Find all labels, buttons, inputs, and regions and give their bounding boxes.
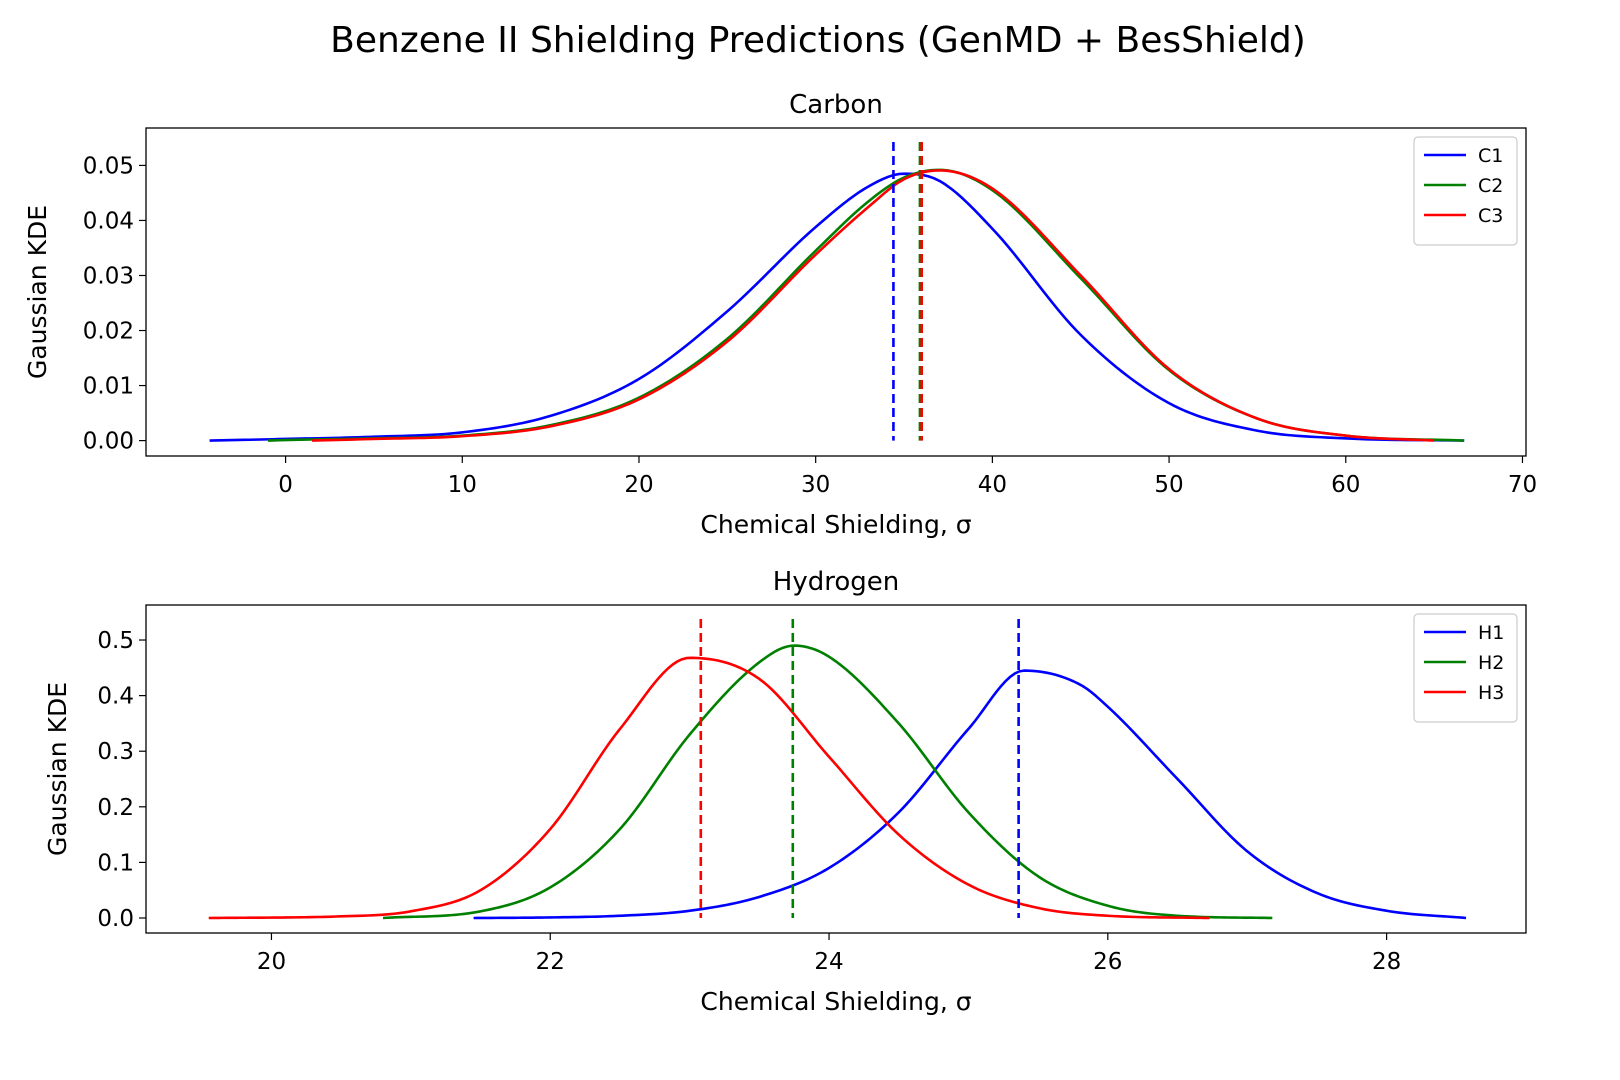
carbon-xtick-label: 20 [624, 472, 653, 498]
carbon-plot-area [209, 142, 1465, 442]
carbon-ytick-label: 0.02 [83, 319, 134, 345]
hydrogen-legend-label-h3: H3 [1478, 682, 1504, 704]
hydrogen-y-axis-label: Gaussian KDE [43, 682, 72, 856]
carbon-series-c1-line [209, 172, 1465, 442]
carbon-title: Carbon [789, 90, 883, 120]
hydrogen-xtick-label: 20 [257, 949, 286, 975]
carbon-legend-label-c2: C2 [1478, 175, 1503, 197]
hydrogen-xtick-label: 28 [1372, 949, 1401, 975]
carbon-ytick-label: 0.00 [83, 429, 134, 455]
hydrogen-subplot: Hydrogen 20 22 24 26 28 0.0 0.1 0.2 0.3 0.4 0.5 Chem… [43, 567, 1527, 1016]
hydrogen-xtick-label: 24 [814, 949, 843, 975]
hydrogen-plot-area [208, 619, 1467, 920]
carbon-legend-box [1413, 136, 1518, 246]
hydrogen-ytick-label: 0.1 [97, 850, 134, 876]
carbon-xtick-label: 10 [448, 472, 477, 498]
hydrogen-x-axis-label: Chemical Shielding, σ [700, 987, 971, 1016]
carbon-series-c3-line [312, 169, 1435, 442]
carbon-xtick-label: 40 [978, 472, 1007, 498]
hydrogen-ytick-label: 0.4 [97, 684, 134, 710]
carbon-ytick-label: 0.05 [83, 153, 134, 179]
hydrogen-series-h2-line [382, 644, 1273, 920]
hydrogen-series-h3-line [208, 656, 1210, 920]
carbon-xtick-label: 60 [1331, 472, 1360, 498]
carbon-legend-label-c3: C3 [1478, 205, 1503, 227]
carbon-xtick-label: 70 [1508, 472, 1537, 498]
carbon-subplot: Carbon 0 10 20 30 40 50 60 70 0.00 0.01 0.02 0.03 0.0… [23, 90, 1537, 539]
hydrogen-ytick-label: 0.5 [97, 628, 134, 654]
carbon-legend: C1 C2 C3 [1413, 136, 1518, 246]
carbon-xtick-label: 50 [1154, 472, 1183, 498]
hydrogen-legend-box [1413, 613, 1518, 723]
carbon-ytick-label: 0.04 [83, 208, 134, 234]
hydrogen-ytick-label: 0.3 [97, 739, 134, 765]
carbon-ytick-label: 0.01 [83, 374, 134, 400]
hydrogen-title: Hydrogen [773, 567, 899, 597]
hydrogen-legend: H1 H2 H3 [1413, 613, 1518, 723]
hydrogen-axes-frame [145, 604, 1527, 934]
carbon-xtick-label: 30 [801, 472, 830, 498]
hydrogen-ytick-label: 0.2 [97, 795, 134, 821]
carbon-axes-frame [145, 127, 1527, 457]
carbon-legend-label-c1: C1 [1478, 145, 1503, 167]
hydrogen-series-h1-line [473, 669, 1467, 920]
carbon-y-axis-label: Gaussian KDE [23, 205, 52, 379]
carbon-x-axis-label: Chemical Shielding, σ [700, 510, 971, 539]
hydrogen-legend-label-h1: H1 [1478, 622, 1504, 644]
hydrogen-xtick-label: 26 [1093, 949, 1122, 975]
carbon-ytick-label: 0.03 [83, 263, 134, 289]
carbon-xtick-label: 0 [278, 472, 293, 498]
hydrogen-legend-label-h2: H2 [1478, 652, 1504, 674]
figure-title: Benzene II Shielding Predictions (GenMD … [330, 20, 1306, 61]
hydrogen-ytick-label: 0.0 [97, 906, 134, 932]
hydrogen-xtick-label: 22 [536, 949, 565, 975]
